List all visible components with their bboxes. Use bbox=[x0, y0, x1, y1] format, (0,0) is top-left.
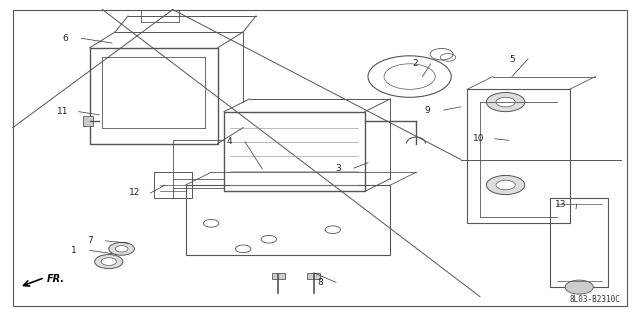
Circle shape bbox=[101, 258, 116, 265]
Bar bbox=[90, 48, 218, 144]
Text: 8L03-B2310C: 8L03-B2310C bbox=[570, 295, 621, 304]
Bar bbox=[186, 185, 390, 255]
Circle shape bbox=[496, 97, 515, 107]
Circle shape bbox=[486, 93, 525, 112]
Circle shape bbox=[115, 246, 128, 252]
Bar bbox=[83, 116, 93, 126]
Bar bbox=[550, 198, 608, 287]
Text: 12: 12 bbox=[129, 189, 140, 197]
Text: 3: 3 bbox=[335, 164, 340, 173]
Bar bbox=[272, 273, 285, 279]
Circle shape bbox=[486, 175, 525, 195]
Text: 13: 13 bbox=[555, 200, 566, 209]
Text: 11: 11 bbox=[57, 107, 68, 116]
Text: 8: 8 bbox=[317, 278, 323, 287]
Bar bbox=[307, 273, 320, 279]
Circle shape bbox=[109, 242, 134, 255]
Circle shape bbox=[565, 280, 593, 294]
Circle shape bbox=[496, 180, 515, 190]
Bar bbox=[141, 10, 179, 22]
Text: 6: 6 bbox=[63, 34, 68, 43]
Text: 10: 10 bbox=[473, 134, 484, 143]
Text: 5: 5 bbox=[509, 55, 515, 63]
Text: 4: 4 bbox=[227, 137, 232, 146]
Bar bbox=[467, 89, 570, 223]
Text: 7: 7 bbox=[87, 236, 92, 245]
Bar bbox=[154, 172, 192, 198]
Text: 9: 9 bbox=[425, 106, 430, 115]
Text: 1: 1 bbox=[71, 246, 76, 255]
Bar bbox=[224, 112, 365, 191]
Text: 2: 2 bbox=[412, 59, 417, 68]
Text: FR.: FR. bbox=[47, 274, 65, 284]
Circle shape bbox=[95, 255, 123, 269]
